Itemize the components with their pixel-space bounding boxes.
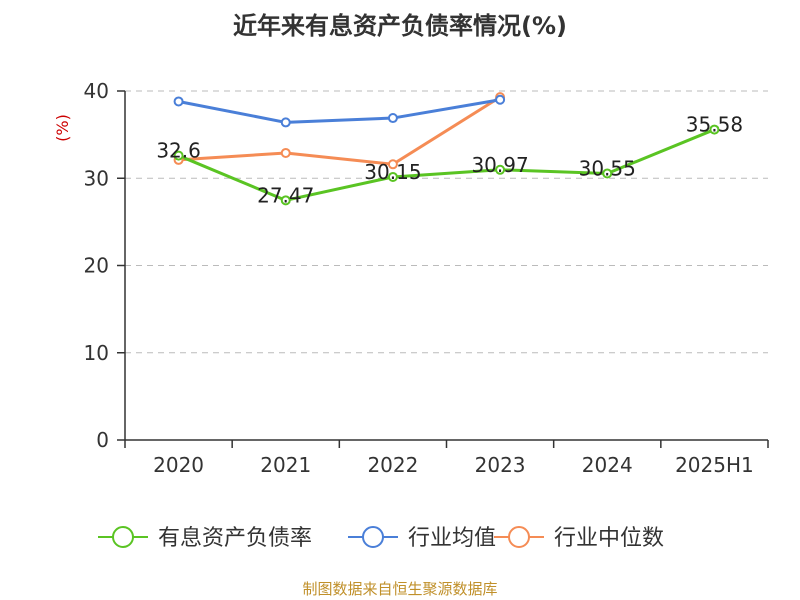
x-tick-label: 2020 (153, 453, 204, 477)
gridlines (125, 90, 768, 354)
data-point-0 (173, 150, 184, 161)
x-tick-label: 2025H1 (675, 453, 754, 477)
y-tick-label: 10 (84, 341, 109, 365)
data-point-0 (280, 195, 291, 206)
data-label: 30.15 (364, 160, 421, 184)
data-point-1 (495, 94, 506, 105)
legend: 有息资产负债率 行业均值 行业中位数 (98, 526, 664, 551)
series-lines (178, 95, 715, 202)
y-tick-label: 40 (84, 79, 109, 103)
data-label: 30.97 (471, 153, 528, 177)
source-note: 制图数据来自恒生聚源数据库 (302, 580, 498, 598)
series-line-1 (178, 98, 501, 124)
legend-marker-1 (362, 526, 384, 548)
y-axis-label: (%) (53, 114, 72, 142)
series-points (173, 92, 720, 206)
legend-label: 行业均值 (408, 526, 496, 551)
y-tick-label: 20 (84, 254, 109, 278)
y-tick-label: 30 (84, 166, 109, 190)
data-label: 30.55 (579, 156, 636, 180)
data-labels: 32.6 27.47 30.15 30.97 30.55 35.58 (156, 113, 743, 208)
series-line-2 (178, 95, 501, 166)
legend-label: 行业中位数 (554, 526, 664, 551)
series-line-0 (178, 128, 715, 202)
chart-title: 近年来有息资产负债率情况(%) (233, 12, 567, 40)
x-tick-label: 2021 (260, 453, 311, 477)
x-tick-label: 2022 (367, 453, 418, 477)
data-label: 32.6 (156, 139, 201, 163)
data-point-1 (387, 113, 398, 124)
axes: 0 10 20 30 40 2020 2021 2022 2023 2024 2025H1 (%) (53, 79, 769, 477)
legend-marker-0 (112, 526, 134, 548)
data-point-0 (602, 168, 613, 179)
data-point-2 (387, 159, 398, 170)
data-point-0 (709, 124, 720, 135)
data-point-2 (280, 147, 291, 158)
legend-label: 有息资产负债率 (158, 526, 312, 551)
data-label: 27.47 (257, 183, 314, 207)
data-label: 35.58 (686, 113, 743, 137)
x-tick-label: 2024 (582, 453, 633, 477)
data-point-0 (495, 164, 506, 175)
data-point-1 (173, 96, 184, 107)
legend-marker-2 (508, 526, 530, 548)
data-point-0 (387, 171, 398, 182)
y-tick-label: 0 (96, 428, 109, 452)
x-tick-label: 2023 (475, 453, 526, 477)
data-point-1 (280, 117, 291, 128)
